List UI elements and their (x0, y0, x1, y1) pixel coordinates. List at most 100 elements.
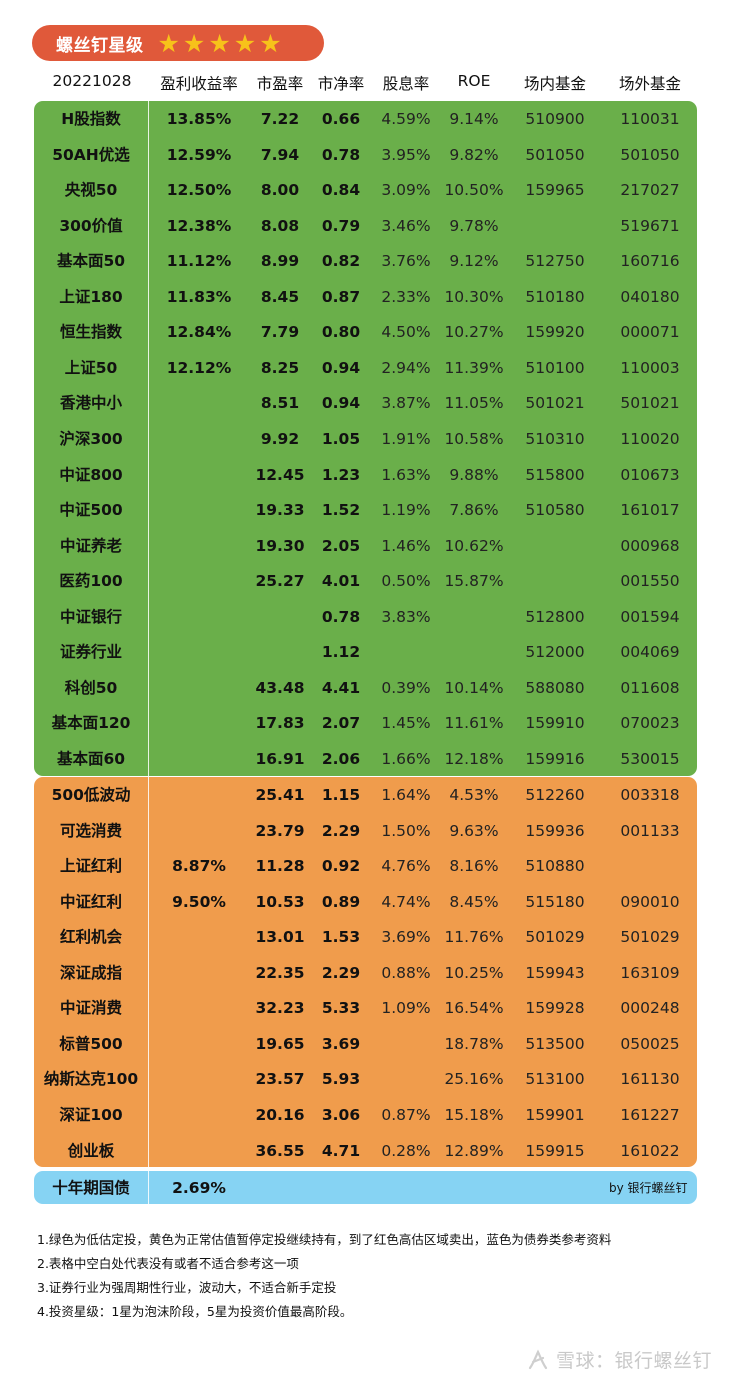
earnings-yield: 12.84% (166, 323, 232, 342)
onexchange-fund-code: 159965 (525, 181, 585, 200)
table-row: 中证红利 9.50% 10.53 0.89 4.74% 8.45% 515180 090010 (0, 884, 734, 920)
table-row: 中证消费 32.23 5.33 1.09% 16.54% 159928 000248 (0, 990, 734, 1026)
offexchange-fund-code: 001550 (620, 572, 680, 591)
pb-value: 2.29 (321, 821, 361, 840)
offexchange-fund-code: 010673 (620, 465, 680, 484)
pb-value: 4.71 (321, 1141, 361, 1160)
table-row: 恒生指数 12.84% 7.79 0.80 4.50% 10.27% 159920 00007… (0, 314, 734, 350)
index-name: 中证红利 (59, 892, 123, 911)
star-rating: ★ ★ ★ ★ ★ (158, 31, 282, 56)
table-row: 上证50 12.12% 8.25 0.94 2.94% 11.39% 510100 11000… (0, 350, 734, 386)
dividend-yield: 1.50% (381, 821, 431, 840)
note-item: 2.表格中空白处代表没有或者不适合参考这一项 (37, 1256, 299, 1271)
pe-value: 23.79 (255, 821, 305, 840)
pe-value: 12.45 (255, 465, 305, 484)
onexchange-fund-code: 510580 (525, 501, 585, 520)
dividend-yield: 2.33% (381, 287, 431, 306)
roe-value: 25.16% (444, 1070, 504, 1089)
index-name: 基本面120 (51, 714, 131, 733)
index-name: 科创50 (64, 678, 118, 697)
offexchange-fund-code: 217027 (620, 181, 680, 200)
roe-value: 9.12% (449, 252, 499, 271)
header-earnings-yield: 盈利收益率 (160, 75, 238, 93)
pb-value: 3.69 (321, 1034, 361, 1053)
onexchange-fund-code: 159936 (525, 821, 585, 840)
table-row: 红利机会 13.01 1.53 3.69% 11.76% 501029 501029 (0, 919, 734, 955)
pe-value: 8.08 (260, 216, 300, 235)
index-name: 证券行业 (59, 643, 123, 662)
pb-value: 0.78 (321, 145, 361, 164)
table-row: 基本面50 11.12% 8.99 0.82 3.76% 9.12% 512750 16071… (0, 243, 734, 279)
index-name: 上证红利 (59, 857, 123, 876)
dividend-yield: 1.46% (381, 536, 431, 555)
pe-value: 36.55 (255, 1141, 305, 1160)
pb-value: 1.53 (321, 928, 361, 947)
star-icon: ★ (157, 28, 180, 58)
index-name: 香港中小 (59, 394, 123, 413)
offexchange-fund-code: 161022 (620, 1141, 680, 1160)
offexchange-fund-code: 161017 (620, 501, 680, 520)
table-row: 基本面120 17.83 2.07 1.45% 11.61% 159910 070023 (0, 705, 734, 741)
onexchange-fund-code: 510900 (525, 110, 585, 128)
index-name: 沪深300 (59, 429, 123, 448)
table-row: 中证银行 0.78 3.83% 512800 001594 (0, 599, 734, 635)
pb-value: 1.15 (321, 786, 361, 804)
roe-value: 12.18% (444, 749, 504, 768)
index-name: 中证500 (59, 501, 123, 520)
table-row: 深证成指 22.35 2.29 0.88% 10.25% 159943 163109 (0, 955, 734, 991)
pb-value: 2.06 (321, 749, 361, 768)
index-name: 上证50 (64, 358, 118, 377)
pb-value: 0.87 (321, 287, 361, 306)
roe-value: 10.50% (444, 181, 504, 200)
earnings-yield: 12.50% (166, 181, 232, 200)
roe-value: 10.27% (444, 323, 504, 342)
pe-value: 11.28 (255, 857, 305, 876)
index-name: 中证消费 (59, 999, 123, 1018)
onexchange-fund-code: 513100 (525, 1070, 585, 1089)
index-name: 中证银行 (59, 607, 123, 626)
pe-value: 13.01 (255, 928, 305, 947)
roe-value: 9.88% (449, 465, 499, 484)
offexchange-fund-code: 001594 (620, 607, 680, 626)
dividend-yield: 3.83% (381, 607, 431, 626)
roe-value: 10.58% (444, 429, 504, 448)
pe-value: 32.23 (255, 999, 305, 1018)
index-name: 500低波动 (51, 786, 131, 804)
table-row: 标普500 19.65 3.69 18.78% 513500 050025 (0, 1026, 734, 1062)
index-name: 央视50 (64, 181, 118, 200)
onexchange-fund-code: 159910 (525, 714, 585, 733)
table-row: 基本面60 16.91 2.06 1.66% 12.18% 159916 530015 (0, 741, 734, 777)
pb-value: 1.12 (321, 643, 361, 662)
bond-yield: 2.69% (172, 1179, 226, 1197)
pe-value: 8.51 (260, 394, 300, 413)
pe-value: 7.79 (260, 323, 300, 342)
earnings-yield: 8.87% (172, 857, 226, 876)
table-row: 纳斯达克100 23.57 5.93 25.16% 513100 161130 (0, 1061, 734, 1097)
dividend-yield: 1.09% (381, 999, 431, 1018)
table-row: 500低波动 25.41 1.15 1.64% 4.53% 512260 003318 (0, 777, 734, 813)
pb-value: 5.33 (321, 999, 361, 1018)
offexchange-fund-code: 160716 (620, 252, 680, 271)
dividend-yield: 0.88% (381, 963, 431, 982)
roe-value: 11.61% (444, 714, 504, 733)
watermark: 雪球：银行螺丝钉 (526, 1346, 712, 1373)
pb-value: 4.01 (321, 572, 361, 591)
bond-name: 十年期国债 (52, 1179, 130, 1197)
pe-value: 19.30 (255, 536, 305, 555)
roe-value: 9.14% (449, 110, 499, 128)
roe-value: 15.87% (444, 572, 504, 591)
table-header: 20221028 盈利收益率 市盈率 市净率 股息率 ROE 场内基金 场外基金 (0, 72, 734, 98)
table-row: 沪深300 9.92 1.05 1.91% 10.58% 510310 110020 (0, 421, 734, 457)
roe-value: 18.78% (444, 1034, 504, 1053)
offexchange-fund-code: 501021 (620, 394, 680, 413)
dividend-yield: 1.19% (381, 501, 431, 520)
onexchange-fund-code: 159928 (525, 999, 585, 1018)
pb-value: 5.93 (321, 1070, 361, 1089)
earnings-yield: 9.50% (172, 892, 226, 911)
star-icon: ★ (259, 28, 282, 58)
onexchange-fund-code: 501050 (525, 145, 585, 164)
credit-text: by 银行螺丝钉 (609, 1181, 688, 1195)
index-name: 中证养老 (59, 536, 123, 555)
onexchange-fund-code: 159901 (525, 1105, 585, 1124)
index-name: 深证100 (59, 1105, 123, 1124)
